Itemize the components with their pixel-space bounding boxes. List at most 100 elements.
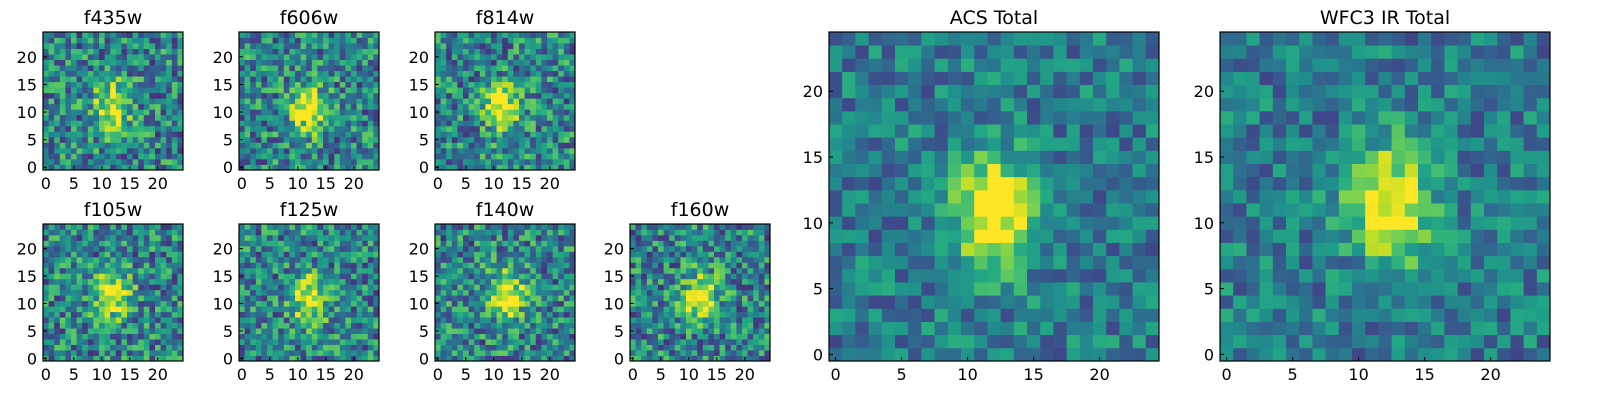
heatmap-cell	[317, 235, 323, 241]
heatmap-cell	[908, 348, 922, 362]
heatmap-cell	[692, 257, 698, 263]
heatmap-cell	[480, 104, 486, 110]
heatmap-cell	[680, 268, 686, 274]
heatmap-cell	[536, 301, 542, 307]
heatmap-cell	[753, 295, 759, 301]
y-tick-label: 20	[604, 240, 624, 259]
heatmap-cell	[43, 71, 49, 77]
heatmap-cell	[714, 273, 720, 279]
heatmap-cell	[144, 126, 150, 132]
heatmap-cell	[77, 268, 83, 274]
heatmap-cell	[564, 104, 570, 110]
heatmap-cell	[636, 240, 642, 246]
heatmap-cell	[647, 295, 653, 301]
heatmap-cell	[725, 229, 731, 235]
heatmap-cell	[536, 82, 542, 88]
heatmap-cell	[508, 317, 514, 323]
heatmap-cell	[759, 317, 765, 323]
heatmap-cell	[714, 240, 720, 246]
heatmap-cell	[547, 229, 553, 235]
heatmap-cell	[474, 159, 480, 165]
heatmap-cell	[245, 246, 251, 252]
heatmap-cell	[49, 153, 55, 159]
heatmap-cell	[541, 38, 547, 44]
heatmap-cell	[530, 38, 536, 44]
heatmap-cell	[256, 334, 262, 340]
heatmap-cell	[961, 203, 975, 217]
heatmap-cell	[530, 159, 536, 165]
heatmap-cell	[323, 131, 329, 137]
heatmap-cell	[463, 87, 469, 93]
heatmap-cell	[88, 109, 94, 115]
heatmap-cell	[829, 111, 843, 125]
heatmap-cell	[149, 268, 155, 274]
heatmap-cell	[133, 93, 139, 99]
heatmap-cell	[1093, 164, 1107, 178]
heatmap-cell	[239, 235, 245, 241]
heatmap-cell	[323, 148, 329, 154]
heatmap-cell	[289, 334, 295, 340]
heatmap-cell	[961, 216, 975, 230]
heatmap-cell	[530, 32, 536, 38]
heatmap-cell	[558, 60, 564, 66]
heatmap-cell	[703, 284, 709, 290]
heatmap-cell	[295, 345, 301, 351]
heatmap-cell	[256, 131, 262, 137]
heatmap-cell	[714, 306, 720, 312]
heatmap-cell	[519, 43, 525, 49]
heatmap-cell	[82, 284, 88, 290]
heatmap-cell	[273, 159, 279, 165]
heatmap-cell	[60, 38, 66, 44]
heatmap-cell	[1001, 282, 1015, 296]
heatmap-cell	[485, 65, 491, 71]
heatmap-cell	[541, 142, 547, 148]
heatmap-cell	[329, 290, 335, 296]
heatmap-cell	[469, 312, 475, 318]
heatmap-cell	[306, 257, 312, 263]
heatmap-cell	[658, 306, 664, 312]
heatmap-cell	[469, 76, 475, 82]
heatmap-cell	[172, 120, 178, 126]
heatmap-cell	[278, 65, 284, 71]
heatmap-cell	[161, 159, 167, 165]
heatmap-cell	[273, 317, 279, 323]
heatmap-cell	[553, 82, 559, 88]
heatmap-cell	[502, 71, 508, 77]
heatmap-cell	[99, 317, 105, 323]
heatmap-cell	[256, 273, 262, 279]
heatmap-cell	[441, 328, 447, 334]
heatmap-cell	[686, 246, 692, 252]
heatmap-cell	[110, 339, 116, 345]
heatmap-cell	[497, 290, 503, 296]
heatmap-cell	[485, 76, 491, 82]
heatmap-cell	[138, 350, 144, 356]
heatmap-cell	[250, 38, 256, 44]
heatmap-cell	[301, 159, 307, 165]
heatmap-cell	[935, 203, 949, 217]
heatmap-cell	[105, 82, 111, 88]
heatmap-cell	[289, 224, 295, 230]
heatmap-cell	[692, 268, 698, 274]
heatmap-cell	[759, 339, 765, 345]
heatmap-cell	[435, 350, 441, 356]
heatmap-cell	[882, 137, 896, 151]
heatmap-cell	[452, 229, 458, 235]
heatmap-cell	[105, 290, 111, 296]
heatmap-cell	[345, 262, 351, 268]
heatmap-cell	[636, 323, 642, 329]
heatmap-cell	[1093, 216, 1107, 230]
heatmap-cell	[446, 98, 452, 104]
heatmap-cell	[245, 339, 251, 345]
heatmap-cell	[351, 104, 357, 110]
heatmap-cell	[474, 126, 480, 132]
heatmap-cell	[530, 49, 536, 55]
heatmap-cell	[138, 312, 144, 318]
heatmap-cell	[725, 284, 731, 290]
heatmap-cell	[278, 273, 284, 279]
heatmap-cell	[480, 109, 486, 115]
heatmap-cell	[161, 109, 167, 115]
heatmap-cell	[65, 142, 71, 148]
heatmap-cell	[530, 306, 536, 312]
heatmap-cell	[273, 148, 279, 154]
heatmap-cell	[54, 93, 60, 99]
